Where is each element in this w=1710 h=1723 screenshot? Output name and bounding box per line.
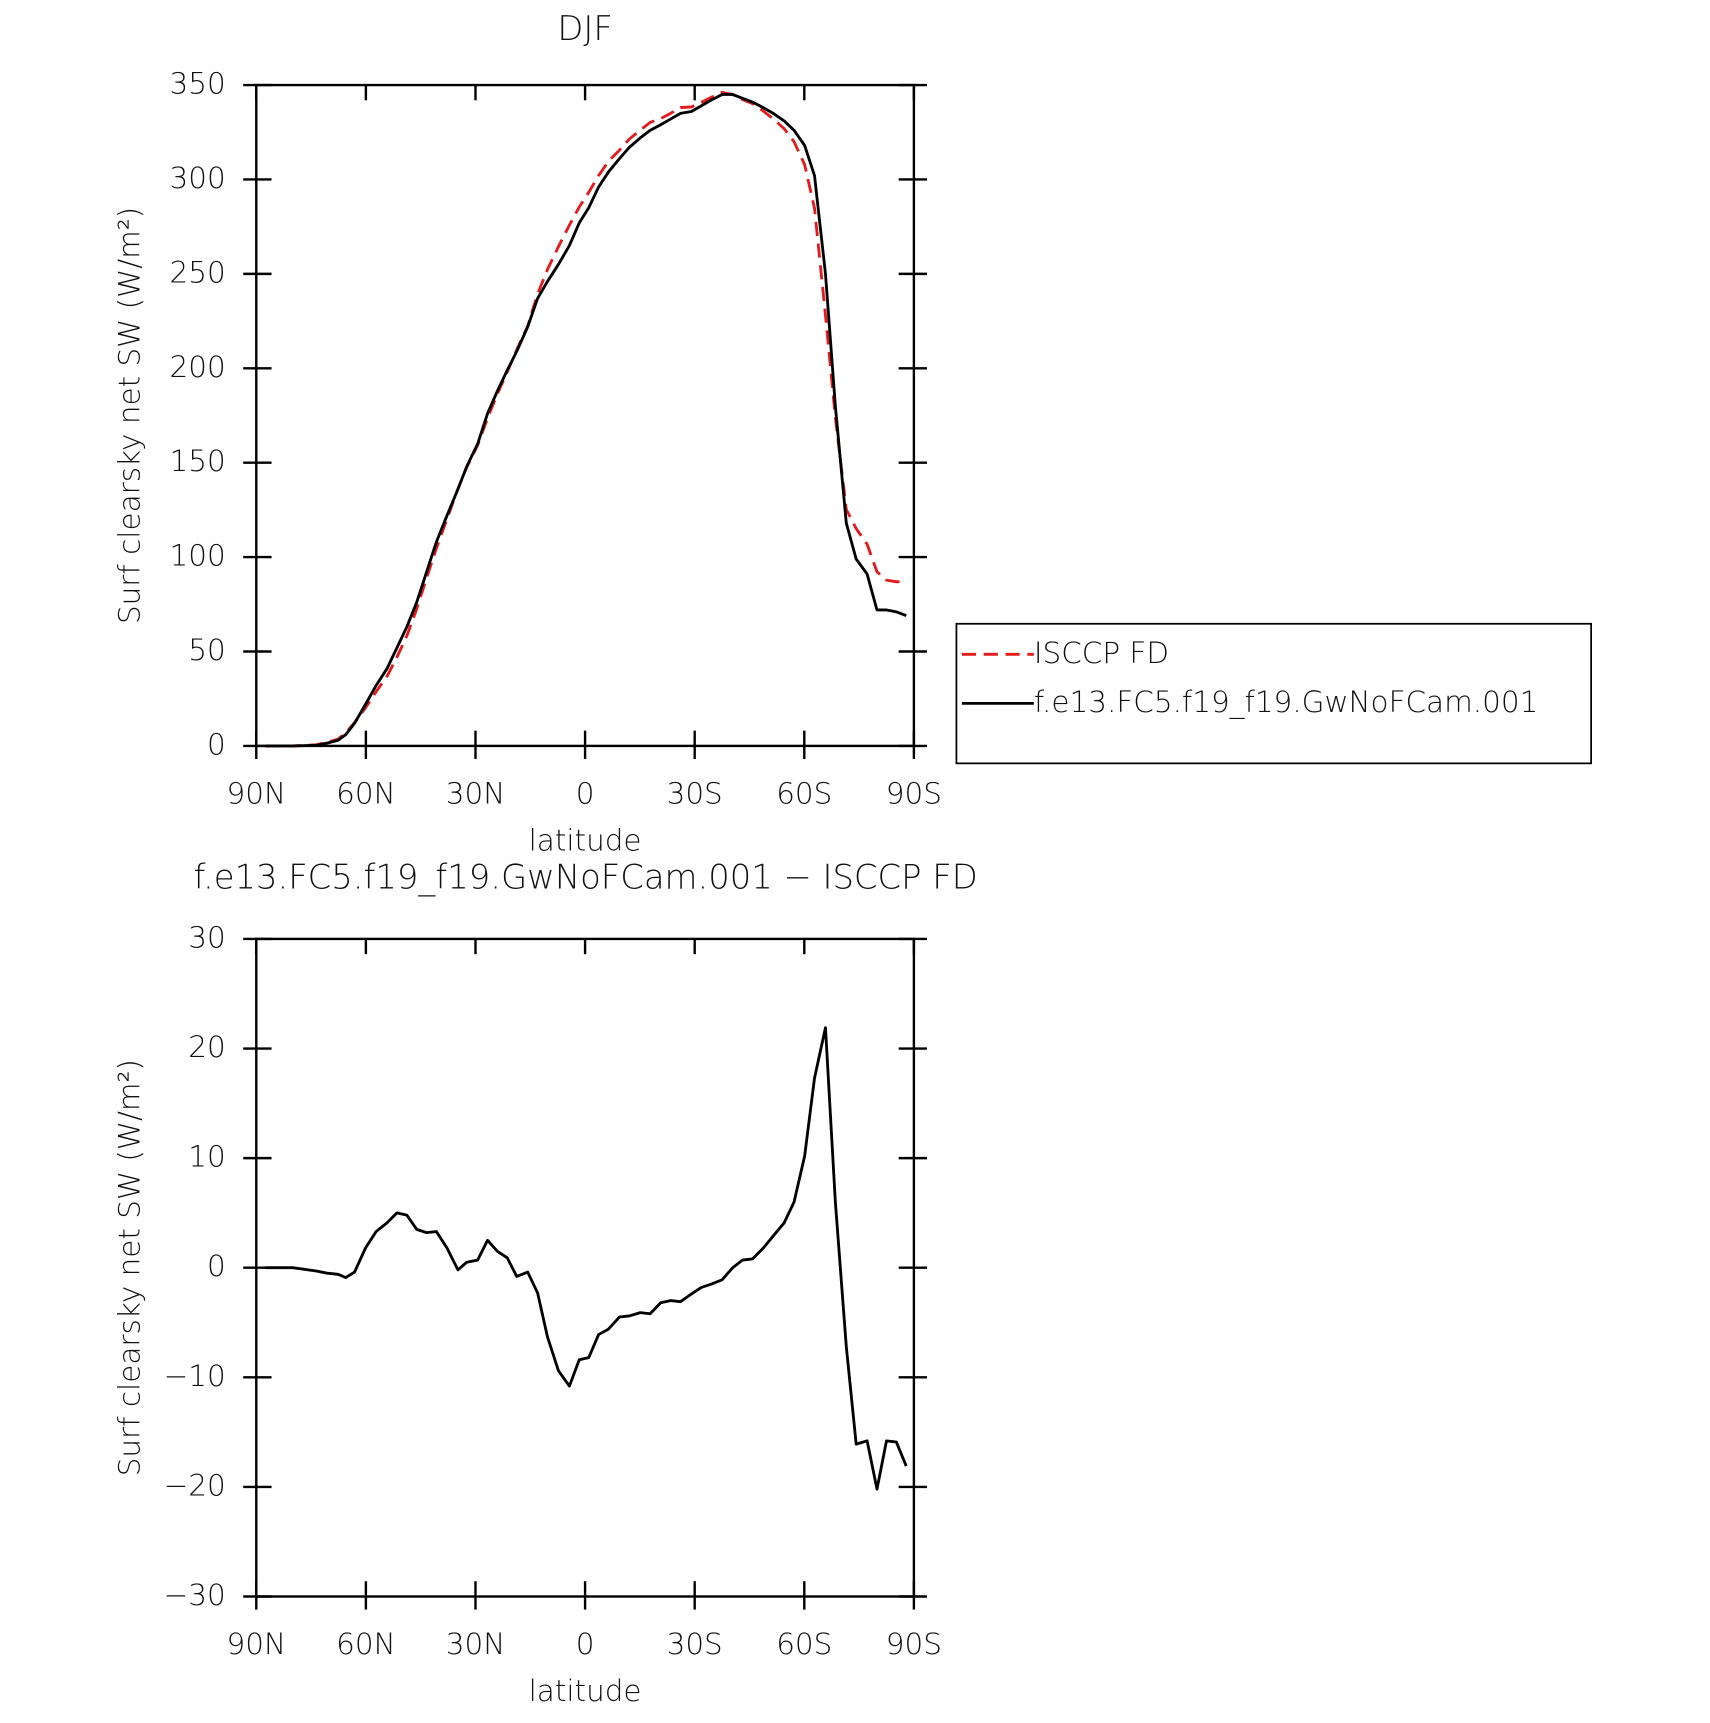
legend-label: f.e13.FC5.f19_f19.GwNoFCam.001 — [1034, 685, 1538, 720]
y-tick-label: 30 — [188, 920, 225, 954]
x-tick-label: 60S — [776, 776, 832, 810]
y-tick-label: 300 — [170, 161, 226, 195]
y-tick-label: −30 — [164, 1578, 226, 1612]
x-tick-label: 0 — [576, 776, 595, 810]
x-tick-label: 30N — [446, 776, 505, 810]
y-tick-label: 100 — [170, 539, 226, 573]
x-tick-label: 90S — [886, 1627, 942, 1661]
series-line — [265, 93, 907, 748]
x-tick-label: 90N — [227, 776, 286, 810]
chart-title: DJF — [557, 9, 612, 48]
y-axis-label: Surf clearsky net SW (W/m²) — [112, 207, 146, 624]
y-tick-label: 20 — [188, 1030, 225, 1064]
x-tick-label: 60N — [336, 1627, 395, 1661]
x-axis-label: latitude — [529, 1674, 642, 1708]
legend-label: ISCCP FD — [1034, 636, 1169, 670]
x-tick-label: 0 — [576, 1627, 595, 1661]
y-tick-label: 350 — [170, 67, 226, 101]
y-tick-label: 50 — [188, 633, 225, 667]
x-tick-label: 60N — [336, 776, 395, 810]
plot-frame — [255, 83, 916, 748]
y-tick-label: −10 — [164, 1359, 226, 1393]
x-tick-label: 60S — [776, 1627, 832, 1661]
x-axis-label: latitude — [529, 823, 642, 857]
series-line — [265, 91, 907, 748]
y-tick-label: 10 — [188, 1140, 225, 1174]
x-tick-label: 30N — [446, 1627, 505, 1661]
y-tick-label: 0 — [207, 727, 226, 761]
series-line — [265, 1026, 908, 1491]
y-tick-label: 150 — [170, 444, 226, 478]
y-tick-label: 0 — [207, 1249, 226, 1283]
x-tick-label: 30S — [667, 1627, 723, 1661]
x-tick-label: 90N — [227, 1627, 286, 1661]
legend-box — [955, 622, 1593, 765]
chart-title: f.e13.FC5.f19_f19.GwNoFCam.001 − ISCCP F… — [194, 857, 978, 897]
x-tick-label: 90S — [886, 776, 942, 810]
y-tick-label: 250 — [170, 255, 226, 289]
y-tick-label: −20 — [164, 1468, 226, 1502]
y-tick-label: 200 — [170, 350, 226, 384]
y-axis-label: Surf clearsky net SW (W/m²) — [112, 1059, 146, 1476]
x-tick-label: 30S — [667, 776, 723, 810]
plot-frame — [255, 937, 916, 1598]
